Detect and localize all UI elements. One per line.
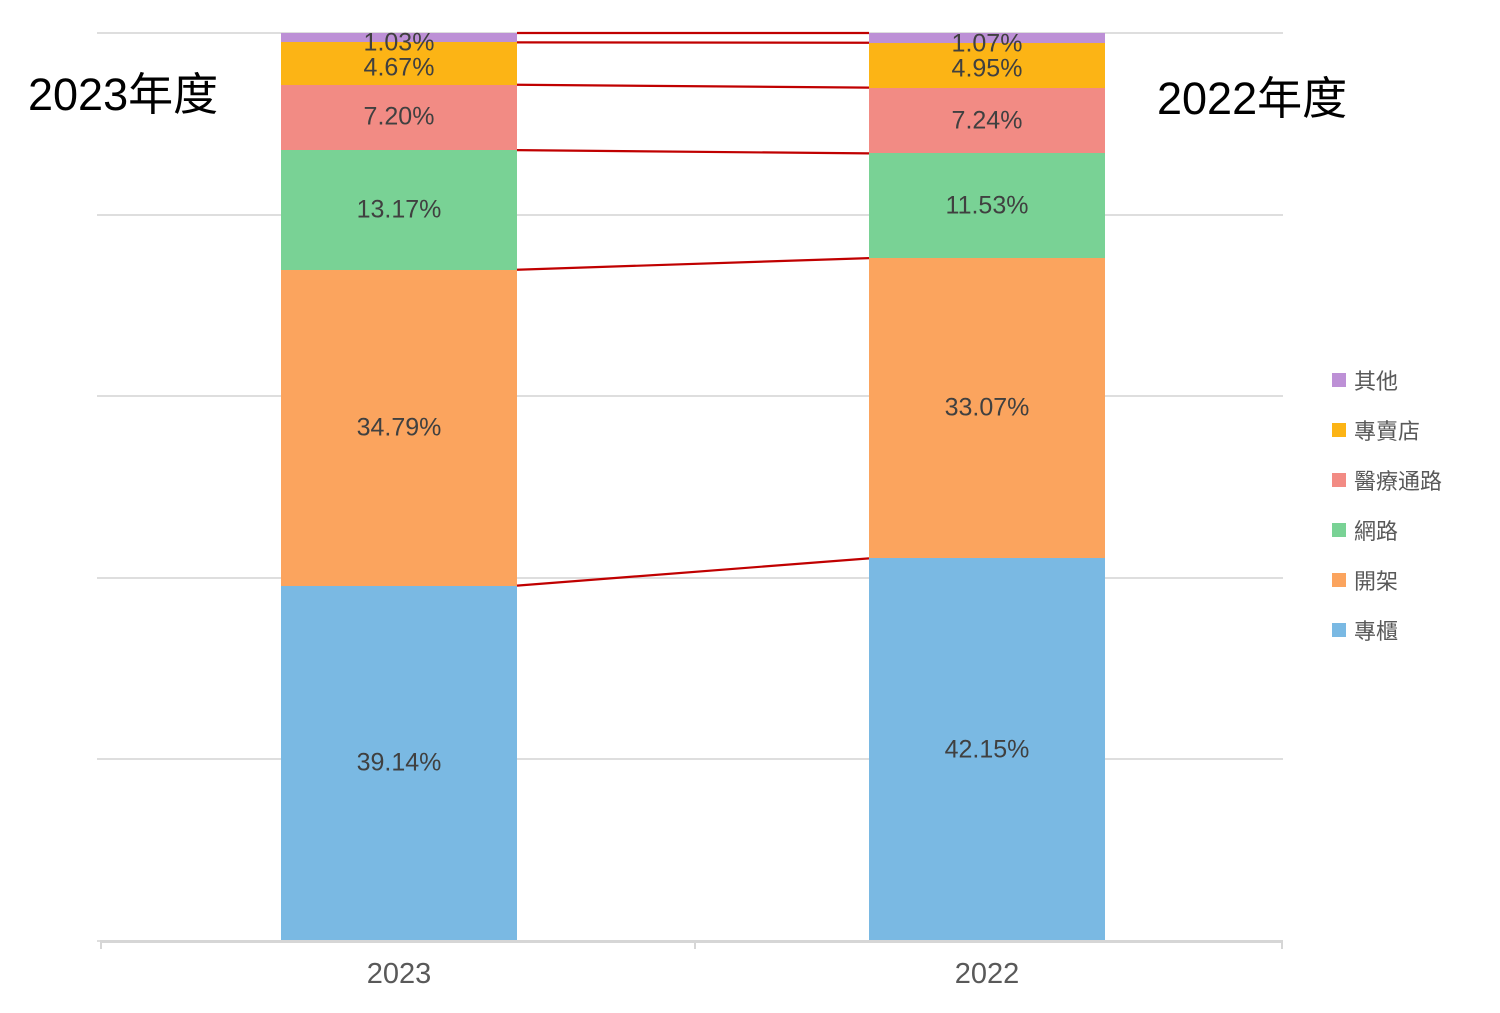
gridline-100pct (97, 32, 1283, 34)
bar-2023 (281, 33, 517, 941)
gridline-40pct (97, 576, 1283, 579)
connector-line-2 (516, 83, 870, 89)
legend-item: 其他 (1332, 355, 1442, 405)
segment-label-2022-5: 42.15% (944, 735, 1030, 764)
legend-label: 其他 (1354, 369, 1399, 394)
bar-2023-segment-0 (281, 33, 517, 43)
segment-label-2023-1: 4.67% (363, 53, 435, 82)
segment-label-2023-3: 13.17% (356, 195, 442, 224)
legend-swatch-icon (1332, 373, 1346, 387)
bar-2022-segment-5 (869, 558, 1105, 942)
bar-2023-segment-1 (281, 42, 517, 85)
right-year-title: 2022年度 (1157, 73, 1348, 124)
segment-label-2022-1: 4.95% (951, 54, 1023, 83)
x-axis-tick-0 (100, 940, 102, 949)
x-axis-tick-1 (694, 940, 696, 949)
bar-2023-segment-3 (281, 150, 517, 270)
legend: 其他專賣店醫療通路網路開架專櫃 (1332, 355, 1442, 655)
bar-2022-segment-1 (869, 42, 1105, 88)
legend-item: 醫療通路 (1332, 455, 1442, 505)
bar-2023-segment-2 (281, 84, 517, 151)
bar-2022-segment-3 (869, 153, 1105, 259)
segment-label-2022-3: 11.53% (945, 191, 1029, 220)
legend-swatch-icon (1332, 523, 1346, 537)
gridline-60pct (97, 395, 1283, 398)
legend-item: 專賣店 (1332, 405, 1442, 455)
legend-label: 專賣店 (1354, 419, 1421, 444)
bar-2022-segment-2 (869, 87, 1105, 154)
legend-label: 開架 (1354, 569, 1399, 594)
x-axis-label-2022: 2022 (954, 958, 1020, 990)
legend-swatch-icon (1332, 473, 1346, 487)
legend-item: 開架 (1332, 555, 1442, 605)
connector-line-4 (516, 256, 870, 271)
gridline-20pct (97, 758, 1283, 761)
legend-label: 專櫃 (1354, 619, 1399, 644)
segment-label-2023-4: 34.79% (356, 413, 442, 442)
legend-swatch-icon (1332, 623, 1346, 637)
connector-line-5 (516, 557, 870, 587)
segment-label-2023-5: 39.14% (356, 748, 442, 777)
legend-swatch-icon (1332, 573, 1346, 587)
segment-label-2022-0: 1.07% (951, 29, 1023, 58)
bar-2023-segment-4 (281, 269, 517, 586)
legend-label: 網路 (1354, 519, 1399, 544)
left-year-title: 2023年度 (28, 69, 219, 120)
x-axis-label-2023: 2023 (366, 958, 432, 990)
gridline-80pct (97, 213, 1283, 216)
connector-line-3 (516, 149, 870, 155)
legend-item: 網路 (1332, 505, 1442, 555)
x-axis-line (100, 940, 1283, 943)
segment-label-2023-0: 1.03% (363, 28, 435, 57)
bar-2023-segment-5 (281, 585, 517, 941)
legend-label: 醫療通路 (1354, 469, 1443, 494)
bar-2022 (869, 33, 1105, 942)
segment-label-2023-2: 7.20% (363, 102, 435, 131)
bar-2022-segment-0 (869, 33, 1105, 43)
legend-swatch-icon (1332, 423, 1346, 437)
legend-item: 專櫃 (1332, 605, 1442, 655)
x-axis-tick-2 (1281, 940, 1283, 949)
bar-2022-segment-4 (869, 258, 1105, 559)
segment-label-2022-4: 33.07% (944, 393, 1030, 422)
segment-label-2022-2: 7.24% (951, 106, 1023, 135)
